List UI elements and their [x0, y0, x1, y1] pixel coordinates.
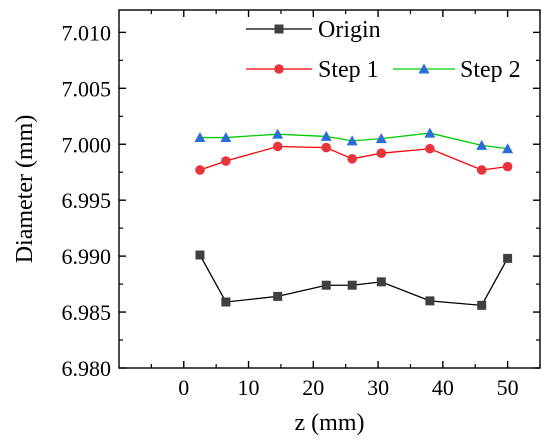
series-step-2	[194, 127, 514, 154]
data-point-origin	[321, 280, 331, 290]
data-point-step-1	[347, 153, 357, 164]
data-point-step-1	[195, 165, 205, 175]
legend-label-step-1: Step 1	[318, 57, 379, 83]
x-tick-label: 50	[497, 375, 519, 400]
y-tick-label: 7.005	[62, 76, 112, 101]
x-tick-label: 40	[432, 375, 454, 400]
x-tick-label: 20	[302, 375, 324, 400]
series-origin	[195, 250, 513, 310]
y-axis-label: Diameter (mm)	[12, 115, 38, 264]
data-point-step-1	[502, 161, 513, 172]
y-tick-label: 6.985	[62, 300, 112, 325]
legend: Origin Step 1 Step 2	[246, 17, 521, 83]
data-point-step-1	[272, 141, 283, 152]
legend-entry-step-1: Step 1	[246, 57, 379, 83]
legend-entry-step-2: Step 2	[393, 57, 521, 83]
series-line-origin	[199, 254, 509, 307]
data-point-origin	[195, 250, 205, 260]
data-point-step-2	[194, 132, 206, 143]
data-point-origin	[477, 300, 487, 310]
plot-frame	[118, 9, 541, 369]
data-point-step-2	[502, 143, 514, 154]
legend-entry-origin: Origin	[246, 17, 381, 43]
y-tick-label: 6.980	[62, 356, 112, 381]
data-point-origin	[221, 297, 231, 307]
data-point-origin	[347, 280, 357, 290]
data-point-step-2	[220, 132, 232, 143]
x-axis-label: z (mm)	[295, 410, 365, 436]
legend-label-origin: Origin	[318, 17, 381, 43]
data-point-origin	[503, 253, 513, 263]
data-point-step-2	[346, 135, 358, 146]
y-tick-label: 7.000	[62, 132, 112, 157]
legend-marker-step-1	[274, 64, 284, 74]
data-point-step-1	[321, 142, 332, 153]
x-tick-label: 0	[178, 375, 189, 400]
y-tick-label: 7.010	[62, 20, 112, 45]
data-point-step-1	[221, 156, 231, 166]
data-point-step-2	[476, 139, 488, 150]
data-point-step-2	[375, 133, 387, 144]
data-point-origin	[273, 291, 283, 301]
legend-marker-step-2	[418, 63, 430, 74]
x-tick-label: 10	[238, 375, 260, 400]
series-layer	[194, 127, 514, 310]
data-point-step-2	[320, 130, 332, 141]
x-tick-label: 30	[367, 375, 389, 400]
data-point-step-2	[424, 127, 436, 138]
data-point-step-1	[376, 148, 387, 158]
data-point-step-1	[425, 143, 435, 154]
legend-marker-origin	[274, 24, 284, 34]
y-tick-label: 6.995	[62, 188, 112, 213]
axes-layer: 0 10 20 30 40 50 6.980 6.985 6.990 6.995 7.000 7.00…	[62, 9, 541, 400]
y-tick-label: 6.990	[62, 244, 112, 269]
legend-label-step-2: Step 2	[460, 57, 521, 83]
data-point-origin	[425, 296, 435, 306]
series-step-1	[195, 141, 513, 175]
data-point-origin	[376, 277, 386, 287]
data-point-step-1	[476, 165, 487, 175]
data-point-step-2	[272, 128, 284, 139]
